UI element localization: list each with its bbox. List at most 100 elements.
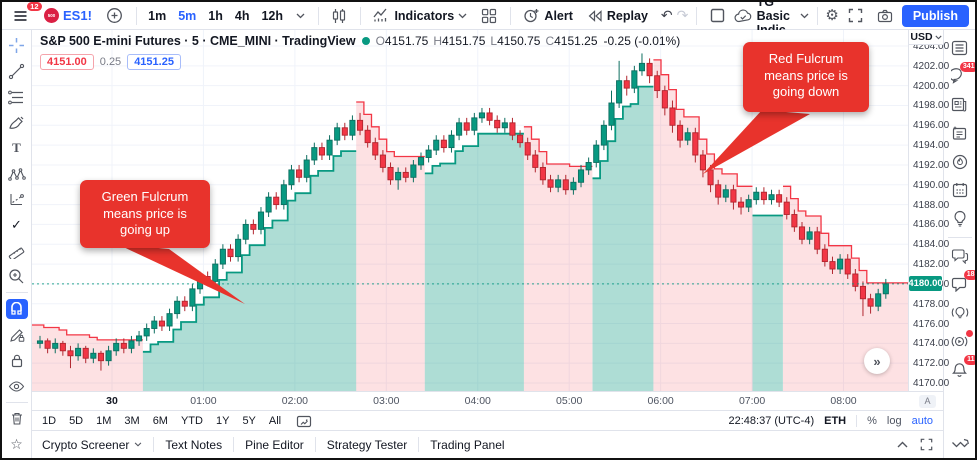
range-6m[interactable]: 6M (152, 414, 168, 427)
red-fulcrum-callout[interactable]: Red Fulcrum means price is going down (743, 42, 869, 112)
my-ideas-bulb-icon[interactable] (949, 208, 971, 229)
alert-button[interactable]: Alert (518, 6, 577, 26)
price-tick: 4204.00 (913, 41, 950, 52)
add-symbol-icon[interactable] (101, 5, 128, 26)
chart-style-candles-icon[interactable] (326, 6, 352, 26)
range-1d[interactable]: 1D (42, 414, 57, 427)
measure-ruler-icon[interactable] (6, 241, 28, 261)
tab-text-notes[interactable]: Text Notes (165, 438, 222, 452)
interval-1m[interactable]: 1m (148, 8, 167, 23)
favorites-star-icon[interactable]: ☆ (10, 435, 23, 452)
price-axis-currency[interactable]: USD (909, 30, 943, 45)
replay-rewind-icon (587, 9, 603, 22)
bid-price-box[interactable]: 4151.00 (40, 54, 94, 70)
ideas-notes-icon[interactable] (949, 123, 971, 144)
tab-trading-panel[interactable]: Trading Panel (430, 438, 504, 452)
live-streams-icon[interactable] (949, 329, 973, 352)
range-3m[interactable]: 3M (124, 414, 140, 427)
tab-pine-editor[interactable]: Pine Editor (245, 438, 304, 452)
fullscreen-icon[interactable] (843, 6, 868, 25)
range-1m[interactable]: 1M (96, 414, 112, 427)
private-messages-icon[interactable]: 18 (949, 269, 975, 295)
hide-drawings-eye-icon[interactable] (6, 376, 28, 396)
tab-separator (418, 437, 420, 452)
green-fulcrum-callout[interactable]: Green Fulcrum means price is going up (80, 180, 210, 248)
trend-line-tool-icon[interactable] (6, 62, 28, 82)
snapshot-camera-icon[interactable] (872, 7, 898, 25)
price-axis[interactable]: USD 4204.00 4202.00 4200.00 4198.00 4196.00 4… (908, 30, 949, 391)
legend-symbol-text[interactable]: S&P 500 E-mini Futures · 5 · CME_MINI · … (40, 34, 356, 48)
session-label[interactable]: ETH (824, 414, 847, 427)
range-1y[interactable]: 1Y (215, 414, 230, 427)
chart-legend: S&P 500 E-mini Futures · 5 · CME_MINI · … (40, 34, 680, 48)
forecast-tool-icon[interactable] (6, 190, 28, 210)
price-tick: 4170.00 (913, 378, 950, 389)
range-all[interactable]: All (268, 414, 282, 427)
notifications-bell-icon[interactable]: 11 (949, 355, 975, 380)
tab-label: Strategy Tester (326, 437, 408, 452)
streams-bulb-icon[interactable] (949, 302, 971, 323)
interval-4h[interactable]: 4h (234, 8, 250, 23)
range-5d[interactable]: 5D (69, 414, 84, 427)
auto-scale-button[interactable]: auto (911, 414, 933, 427)
text-tool-icon[interactable]: T (12, 140, 21, 156)
collapse-panel-chevron-icon[interactable] (897, 441, 908, 448)
calendar-icon[interactable] (949, 180, 971, 201)
currency-label: USD (910, 31, 933, 43)
go-to-date-icon[interactable] (296, 414, 312, 428)
axis-corner-button[interactable]: A (919, 394, 936, 408)
ohlc-pair: H4151.75 (433, 34, 485, 48)
settings-gear-icon[interactable]: ⚙ (825, 7, 839, 24)
tab-strategy-tester[interactable]: Strategy Tester (327, 438, 407, 452)
main-menu-button[interactable]: 12 (8, 2, 42, 25)
range-ytd[interactable]: YTD (180, 414, 203, 427)
news-icon[interactable] (949, 94, 971, 115)
scroll-to-latest-button[interactable]: » (864, 348, 890, 374)
ask-price-box[interactable]: 4151.25 (127, 54, 181, 70)
crosshair-tool-icon[interactable] (6, 36, 28, 56)
tab-crypto-screener[interactable]: Crypto Screener (42, 438, 142, 452)
indicators-button[interactable]: Indicators (368, 6, 472, 25)
watchlist-icon[interactable] (949, 37, 971, 58)
public-chats-icon[interactable] (949, 245, 971, 266)
range-5y[interactable]: 5Y (242, 414, 256, 427)
xabcd-pattern-tool-icon[interactable] (6, 164, 28, 184)
interval-5m[interactable]: 5m (178, 8, 197, 23)
publish-button[interactable]: Publish (901, 4, 969, 27)
indicator-templates-icon[interactable] (476, 6, 502, 26)
percent-scale-button[interactable]: % (867, 414, 877, 427)
magnet-mode-icon[interactable] (5, 299, 28, 319)
tab-separator (314, 437, 316, 452)
price-chart[interactable]: S&P 500 E-mini Futures · 5 · CME_MINI · … (32, 30, 908, 391)
check-tool-icon[interactable]: ✓ (11, 217, 22, 233)
maximize-panel-icon[interactable] (920, 438, 933, 451)
brush-tool-icon[interactable] (6, 113, 28, 133)
markets-arrows-icon[interactable] (949, 433, 971, 454)
log-scale-button[interactable]: log (886, 414, 902, 427)
interval-12h[interactable]: 12h (261, 8, 284, 23)
time-axis[interactable]: 30 01:00 02:00 03:00 04:00 05:00 06:00 07:00 08:… (32, 391, 943, 410)
interval-1h[interactable]: 1h (208, 8, 223, 23)
layout-select-icon[interactable] (705, 6, 730, 25)
ohlc-key: C (545, 34, 555, 48)
drawing-toolbar: T ✓ (2, 30, 32, 458)
symbol-search-button[interactable]: 500 ES1! (39, 6, 97, 25)
undo-button[interactable]: ↶ (660, 7, 673, 23)
remove-drawings-trash-icon[interactable] (6, 409, 28, 429)
stay-in-drawing-mode-icon[interactable] (6, 325, 28, 345)
lock-drawings-icon[interactable] (6, 351, 28, 371)
time-tick: 06:00 (647, 395, 674, 407)
price-tick: 4178.00 (913, 298, 950, 310)
redo-button[interactable]: ↷ (676, 7, 689, 23)
price-tick: 4200.00 (913, 80, 950, 92)
replay-button[interactable]: Replay (582, 7, 653, 25)
tab-label: Crypto Screener (42, 437, 130, 452)
hotlists-flame-icon[interactable] (949, 151, 971, 172)
zoom-in-tool-icon[interactable] (6, 267, 28, 287)
ohlc-value: 4151.25 (554, 34, 598, 48)
clock-readout[interactable]: 22:48:37 (UTC-4) (728, 414, 815, 427)
fib-retracement-tool-icon[interactable] (6, 87, 28, 107)
interval-chevron-down-icon[interactable] (291, 11, 310, 21)
chat-icon[interactable]: 341 (949, 61, 975, 87)
layout-chevron-down-icon (800, 13, 809, 19)
